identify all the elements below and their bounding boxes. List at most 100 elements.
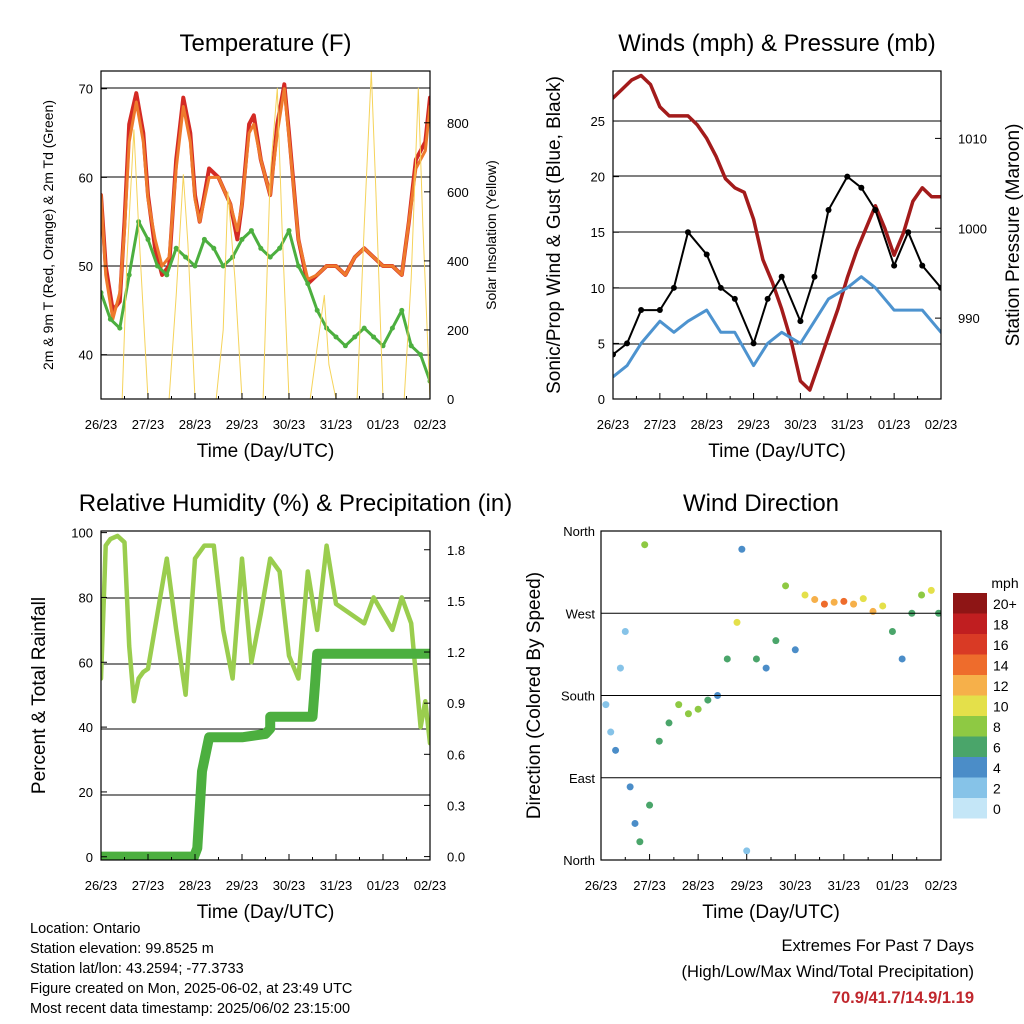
temperature-xtick-label: 26/23 <box>85 417 118 432</box>
winds-data-point <box>750 340 757 347</box>
rh_precip-ytick-label: 80 <box>79 590 93 605</box>
temperature-ylabel: 2m & 9m T (Red, Orange) & 2m Td (Green) <box>40 100 56 370</box>
wind-direction-point <box>738 545 746 553</box>
rh_precip-panel: Relative Humidity (%) & Precipitation (i… <box>29 490 512 923</box>
temperature-data-point <box>342 343 348 349</box>
temperature-series-solar-insolation <box>101 71 430 399</box>
temperature-data-point <box>248 228 254 234</box>
temperature-ytick-label: 40 <box>79 348 93 363</box>
wind-direction-point <box>641 541 649 549</box>
winds-data-point <box>797 318 804 325</box>
wind-direction-point <box>684 710 692 718</box>
winds-title: Winds (mph) & Pressure (mb) <box>618 30 935 57</box>
wind-direction-point <box>879 602 887 610</box>
colorbar-label: 4 <box>993 760 1001 776</box>
winds-data-point <box>872 206 879 213</box>
wind-direction-point <box>631 819 639 827</box>
temperature-data-point <box>361 325 367 331</box>
colorbar-swatch <box>953 798 987 819</box>
colorbar-label: 6 <box>993 740 1001 756</box>
temperature-y2label: Solar Insolation (Yellow) <box>483 160 499 310</box>
winds-xtick-label: 27/23 <box>644 417 677 432</box>
wind-direction-point <box>612 746 620 754</box>
winds-data-point <box>919 262 926 269</box>
wind-direction-point <box>791 646 799 654</box>
temperature-data-point <box>117 325 123 331</box>
wind-direction-point <box>743 847 751 855</box>
wind-direction-point <box>636 838 644 846</box>
temperature-data-point <box>154 263 160 269</box>
wind-direction-point <box>850 600 858 608</box>
rh_precip-ytick-label: 60 <box>79 655 93 670</box>
temperature-data-point <box>239 236 245 242</box>
colorbar-label: 12 <box>993 678 1009 694</box>
winds-ytick-label: 5 <box>598 336 605 351</box>
winds-y2label: Station Pressure (Maroon) <box>1003 124 1024 347</box>
wind_direction-xtick-label: 26/23 <box>585 878 618 893</box>
winds-series-sonic-prop-wind <box>613 275 941 379</box>
rh_precip-xtick-label: 02/23 <box>414 878 447 893</box>
colorbar-label: 2 <box>993 781 1001 797</box>
colorbar-swatch <box>953 634 987 655</box>
colorbar-swatch <box>953 675 987 696</box>
colorbar-unit: mph <box>991 575 1018 591</box>
rh_precip-xtick-label: 29/23 <box>226 878 259 893</box>
winds-data-point <box>938 284 941 291</box>
winds-data-point <box>613 351 616 358</box>
temperature-xtick-label: 28/23 <box>179 417 212 432</box>
rh_precip-xtick-label: 31/23 <box>320 878 353 893</box>
wind_direction-ytick-label: North <box>563 524 595 539</box>
wind_direction-xtick-label: 31/23 <box>828 878 861 893</box>
rh_precip-y2tick-label: 0.0 <box>447 850 465 865</box>
wind-direction-point <box>918 591 926 599</box>
rh_precip-xtick-label: 26/23 <box>85 878 118 893</box>
winds-xtick-label: 01/23 <box>878 417 911 432</box>
temperature-data-point <box>101 290 104 296</box>
station-elevation: Station elevation: 99.8525 m <box>30 941 214 957</box>
colorbar-label: 8 <box>993 719 1001 735</box>
rh_precip-xtick-label: 30/23 <box>273 878 306 893</box>
temperature-data-point <box>126 272 132 278</box>
winds-xtick-label: 29/23 <box>737 417 770 432</box>
wind-direction-point <box>801 591 809 599</box>
temperature-xtick-label: 30/23 <box>273 417 306 432</box>
rh_precip-y2tick-label: 1.2 <box>447 645 465 660</box>
wind-direction-point <box>859 595 867 603</box>
rh_precip-y2tick-label: 1.5 <box>447 594 465 609</box>
colorbar-swatch <box>953 593 987 614</box>
winds-data-point <box>624 340 631 347</box>
winds-ytick-label: 0 <box>598 392 605 407</box>
temperature-data-point <box>389 325 395 331</box>
rh_precip-y2tick-label: 0.6 <box>447 747 465 762</box>
temperature-xlabel: Time (Day/UTC) <box>197 441 335 462</box>
wind_direction-ytick-label: West <box>566 606 596 621</box>
temperature-data-point <box>286 228 292 234</box>
wind-direction-point <box>898 655 906 663</box>
wind-direction-point <box>927 586 935 594</box>
temperature-y2tick-label: 800 <box>447 116 469 131</box>
wind-direction-point <box>869 607 877 615</box>
wind_direction-xtick-label: 30/23 <box>779 878 812 893</box>
temperature-data-point <box>295 263 301 269</box>
wind-direction-point <box>602 701 610 709</box>
wind_direction-xlabel: Time (Day/UTC) <box>702 902 840 923</box>
temperature-frame <box>100 70 431 400</box>
colorbar-label: 10 <box>993 699 1009 715</box>
colorbar-label: 16 <box>993 637 1009 653</box>
wind_direction-ylabel: Direction (Colored By Speed) <box>524 572 545 819</box>
figure-created: Figure created on Mon, 2025-06-02, at 23… <box>30 981 353 997</box>
temperature-data-point <box>258 245 264 251</box>
winds-panel: Winds (mph) & Pressure (mb) 26/23 27/23 28/… <box>544 30 1024 462</box>
winds-ytick-label: 20 <box>591 170 605 185</box>
winds-plot-area <box>613 73 941 392</box>
wind-direction-point <box>762 664 770 672</box>
winds-series-station-pressure <box>613 73 941 392</box>
station-info: Location: Ontario Station elevation: 99.… <box>30 919 352 1019</box>
wind-direction-point <box>626 783 634 791</box>
winds-data-point <box>703 251 710 258</box>
wind_direction-xtick-label: 02/23 <box>925 878 958 893</box>
wind-direction-point <box>616 664 624 672</box>
wind_direction-title: Wind Direction <box>683 490 839 517</box>
rh_precip-y2tick-label: 1.8 <box>447 543 465 558</box>
